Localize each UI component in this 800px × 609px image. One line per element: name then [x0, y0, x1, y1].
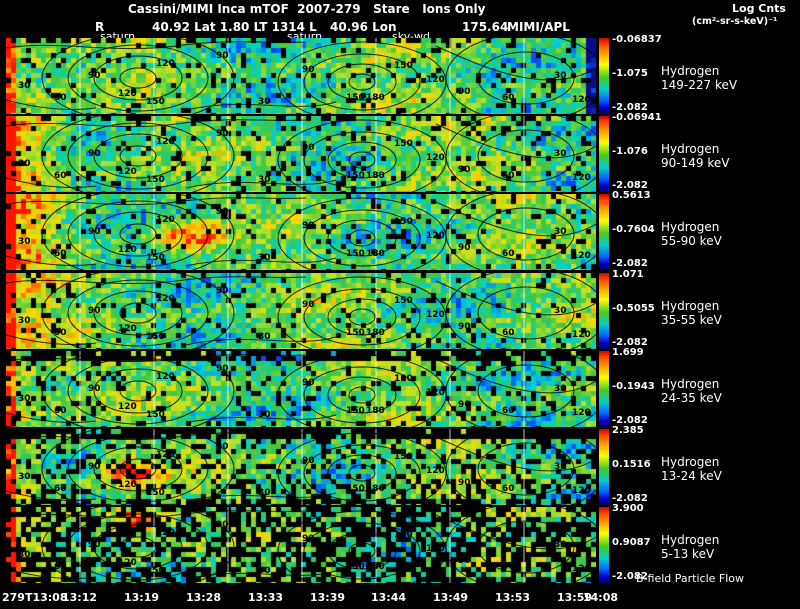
colorbar-min-label: -2.082 — [612, 493, 648, 504]
channel-species-label: Hydrogen — [661, 299, 720, 313]
colorbar-min-label: -2.082 — [612, 180, 648, 191]
colorbar-min-label: -2.082 — [612, 258, 648, 269]
channel-species-label: Hydrogen — [661, 377, 720, 391]
colorbar-min-label: -2.082 — [612, 571, 648, 582]
channel-species-label: Hydrogen — [661, 455, 720, 469]
time-tick-label: 279T13:08 — [2, 591, 68, 604]
channel-species-label: Hydrogen — [661, 533, 720, 547]
colorbar-max-label: 1.699 — [612, 347, 644, 358]
channel-energy-label: 90-149 keV — [661, 156, 730, 170]
colorbar-max-label: 3.900 — [612, 503, 644, 514]
colorbar-3 — [599, 273, 609, 349]
time-tick-label: 13:53 — [495, 591, 531, 604]
colorbar-max-label: -0.06837 — [612, 34, 662, 45]
colorbar-legend-title: Log Cnts — [732, 2, 786, 15]
colorbar-min-label: -2.082 — [612, 337, 648, 348]
colorbar-4 — [599, 351, 609, 427]
channel-energy-label: 149-227 keV — [661, 78, 738, 92]
colorbar-1 — [599, 116, 609, 192]
channel-species-label: Hydrogen — [661, 142, 720, 156]
colorbar-0 — [599, 38, 609, 114]
colorbar-min-label: -2.082 — [612, 102, 648, 113]
colorbar-mid-label: -0.1943 — [612, 381, 655, 392]
ephemeris-values-2: 40.96 Lon — [330, 20, 397, 34]
page-title: Cassini/MIMI Inca mTOF 2007-279 Stare Io… — [128, 2, 486, 16]
time-tick-label: 13:33 — [248, 591, 284, 604]
ephemeris-lon-value: 175.64 — [462, 20, 509, 34]
bfield-flow-note: B-field Particle Flow — [636, 572, 744, 585]
channel-species-label: Hydrogen — [661, 64, 720, 78]
channel-energy-label: 24-35 keV — [661, 391, 722, 405]
colorbar-max-label: -0.06941 — [612, 112, 662, 123]
colorbar-min-label: -2.082 — [612, 415, 648, 426]
colorbar-5 — [599, 429, 609, 505]
heatmap-panel-5 — [6, 429, 596, 505]
colorbar-max-label: 0.5613 — [612, 190, 651, 201]
colorbar-mid-label: -1.075 — [612, 68, 648, 79]
heatmap-panel-0 — [6, 38, 596, 114]
ephemeris-values-1: 40.92 Lat 1.80 LT 1314 L — [152, 20, 317, 34]
colorbar-max-label: 2.385 — [612, 425, 644, 436]
ephemeris-agency: MIMI/APL — [507, 20, 570, 34]
time-tick-label: 13:44 — [371, 591, 407, 604]
channel-energy-label: 55-90 keV — [661, 234, 722, 248]
heatmap-panel-3 — [6, 273, 596, 349]
colorbar-mid-label: -1.076 — [612, 146, 648, 157]
time-tick-label: 13:49 — [433, 591, 469, 604]
heatmap-panel-1 — [6, 116, 596, 192]
channel-energy-label: 13-24 keV — [661, 469, 722, 483]
colorbar-mid-label: -0.5055 — [612, 303, 655, 314]
heatmap-panel-4 — [6, 351, 596, 427]
colorbar-6 — [599, 507, 609, 583]
time-tick-label: 13:12 — [62, 591, 98, 604]
channel-species-label: Hydrogen — [661, 220, 720, 234]
time-tick-label: 13:39 — [310, 591, 346, 604]
colorbar-2 — [599, 194, 609, 270]
colorbar-legend-units: (cm²-sr-s-keV)⁻¹ — [692, 16, 778, 27]
time-tick-label: 13:19 — [124, 591, 160, 604]
time-tick-label: 13:28 — [186, 591, 222, 604]
time-tick-label: 14:08 — [583, 591, 619, 604]
colorbar-max-label: 1.071 — [612, 269, 644, 280]
colorbar-mid-label: -0.7604 — [612, 224, 655, 235]
channel-energy-label: 35-55 keV — [661, 313, 722, 327]
heatmap-panel-6 — [6, 507, 596, 583]
colorbar-mid-label: 0.9087 — [612, 537, 651, 548]
heatmap-panel-2 — [6, 194, 596, 270]
ephemeris-r-label: R — [95, 20, 105, 34]
colorbar-mid-label: 0.1516 — [612, 459, 651, 470]
time-tick-label: 13:59 — [557, 591, 593, 604]
channel-energy-label: 5-13 keV — [661, 547, 715, 561]
